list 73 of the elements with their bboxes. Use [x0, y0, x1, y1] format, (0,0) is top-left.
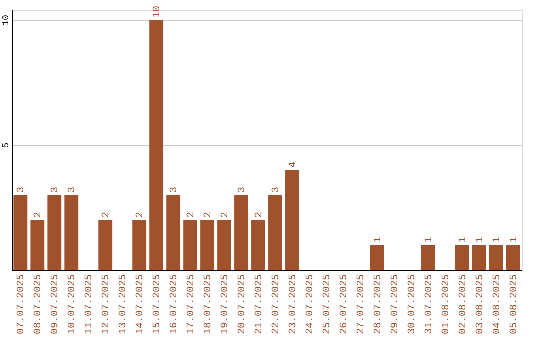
bar — [200, 220, 215, 270]
bar — [268, 195, 282, 270]
x-tick-label: 19.07.2025 — [220, 274, 232, 335]
x-tick-label: 02.08.2025 — [458, 274, 470, 335]
x-tick-label: 12.07.2025 — [102, 274, 113, 335]
x-tick-label: 23.07.2025 — [288, 274, 300, 335]
x-tick-label: 31.07.2025 — [424, 274, 436, 335]
bar — [166, 195, 181, 270]
data-label: 1 — [509, 236, 520, 243]
data-label: 10 — [152, 6, 164, 18]
x-tick-label: 21.07.2025 — [254, 274, 266, 335]
x-tick-label: 05.08.2025 — [509, 274, 520, 335]
x-tick-label: 16.07.2025 — [170, 274, 181, 335]
x-tick-label: 07.07.2025 — [16, 274, 28, 335]
bar — [14, 195, 28, 270]
bar — [455, 245, 470, 270]
data-label: 2 — [34, 212, 45, 218]
x-tick-label: 08.07.2025 — [34, 274, 45, 335]
x-tick-label: 28.07.2025 — [373, 274, 384, 335]
x-tick-label: 24.07.2025 — [305, 274, 316, 335]
x-tick-label: 25.07.2025 — [322, 274, 334, 335]
data-label: 3 — [68, 186, 79, 193]
bar — [30, 220, 45, 270]
bar — [234, 195, 248, 270]
data-label: 3 — [16, 186, 28, 193]
x-tick-label: 29.07.2025 — [390, 274, 402, 335]
x-tick-label: 15.07.2025 — [152, 274, 164, 335]
data-label: 1 — [492, 236, 504, 243]
data-label: 2 — [102, 212, 113, 218]
x-tick-label: 01.08.2025 — [441, 274, 452, 335]
data-label: 1 — [373, 236, 384, 243]
data-label: 1 — [458, 236, 470, 243]
bar — [98, 220, 113, 270]
data-label: 3 — [238, 186, 249, 193]
data-label: 1 — [424, 236, 436, 243]
bar — [286, 170, 300, 270]
x-tick-label: 26.07.2025 — [339, 274, 350, 335]
bar — [218, 220, 232, 270]
data-label: 2 — [136, 212, 147, 218]
data-label: 2 — [186, 212, 198, 218]
x-tick-label: 09.07.2025 — [50, 274, 62, 335]
data-label: 4 — [288, 162, 300, 168]
data-label: 1 — [475, 236, 486, 243]
x-tick-label: 30.07.2025 — [407, 274, 418, 335]
bar — [370, 245, 384, 270]
x-tick-label: 11.07.2025 — [84, 274, 96, 335]
x-tick-label: 10.07.2025 — [68, 274, 79, 335]
data-label: 3 — [170, 186, 181, 193]
bar — [48, 195, 62, 270]
bar — [184, 220, 198, 270]
x-tick-label: 22.07.2025 — [271, 274, 282, 335]
x-tick-label: 14.07.2025 — [136, 274, 147, 335]
bar — [132, 220, 147, 270]
x-tick-label: 04.08.2025 — [492, 274, 504, 335]
x-tick-label: 20.07.2025 — [238, 274, 249, 335]
x-tick-label: 18.07.2025 — [204, 274, 215, 335]
bar — [472, 245, 486, 270]
bar — [421, 245, 436, 270]
bar — [64, 195, 79, 270]
bar — [506, 245, 520, 270]
data-label: 3 — [271, 186, 282, 193]
data-label: 2 — [204, 212, 215, 218]
data-label: 3 — [50, 186, 62, 193]
bar — [489, 245, 504, 270]
bar — [150, 20, 164, 270]
y-tick-label: 5 — [2, 142, 12, 148]
x-tick-label: 27.07.2025 — [356, 274, 368, 335]
data-label: 2 — [254, 212, 266, 218]
x-tick-label: 13.07.2025 — [118, 274, 130, 335]
bar — [252, 220, 266, 270]
x-tick-label: 17.07.2025 — [186, 274, 198, 335]
x-tick-label: 03.08.2025 — [475, 274, 486, 335]
data-label: 2 — [220, 212, 232, 218]
